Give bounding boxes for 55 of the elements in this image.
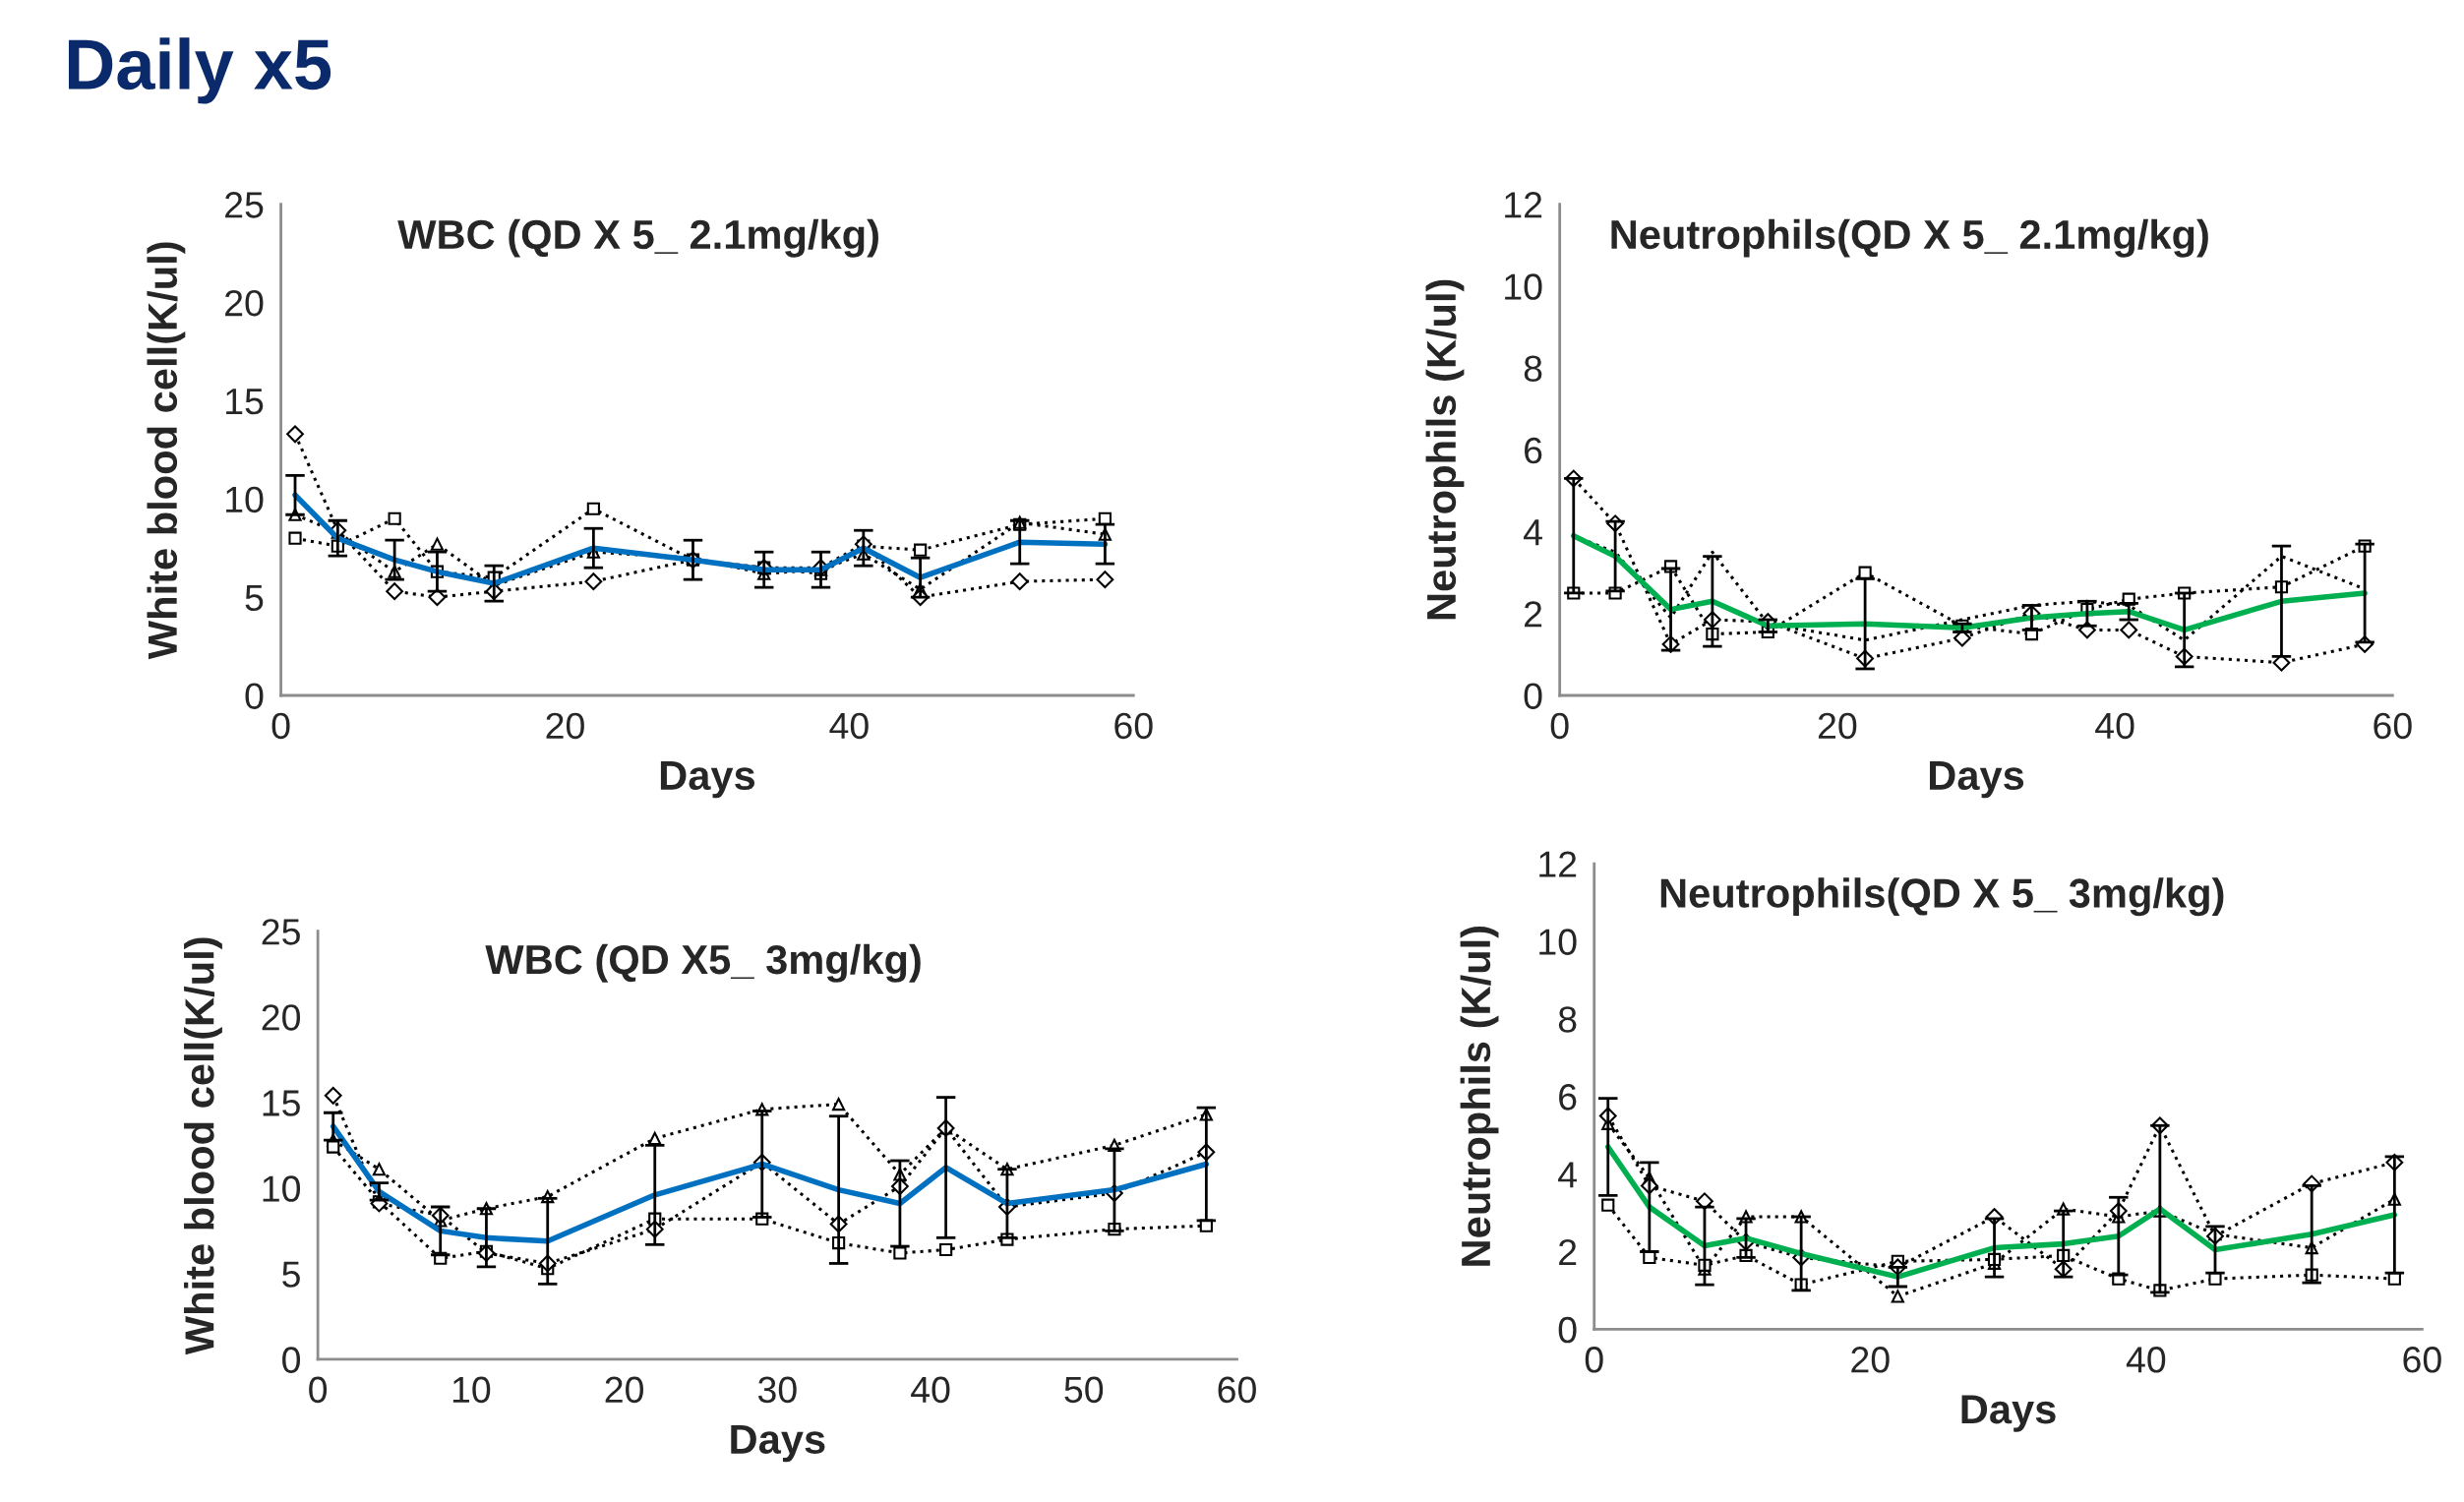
x-tick-label: 60 (1218, 1376, 1256, 1404)
x-tick-label: 20 (546, 712, 584, 740)
y-tick-label: 10 (1539, 929, 1577, 955)
x-tick-label: 10 (452, 1376, 491, 1404)
y-tick-label: 6 (1525, 437, 1542, 464)
x-tick-label: 40 (911, 1376, 950, 1404)
x-tick-label: 50 (1064, 1376, 1104, 1404)
y-tick-label: 10 (263, 1175, 301, 1202)
y-axis-title: White blood cell(K/ul) (147, 242, 186, 660)
chart-title: WBC (QD X5_ 3mg/kg) (485, 943, 921, 983)
y-axis-title: Neutrophils (K/ul) (1425, 279, 1465, 620)
y-tick-label: 20 (225, 289, 264, 317)
text: Daily x5 (68, 37, 331, 104)
y-tick-label: 5 (282, 1261, 300, 1288)
y-tick-label: 10 (1505, 273, 1542, 300)
y-axis-title: Neutrophils (K/ul) (1460, 927, 1499, 1266)
y-tick-label: 25 (225, 192, 264, 218)
x-tick-label: 40 (2095, 712, 2134, 740)
x-tick-label: 60 (1114, 712, 1153, 740)
y-tick-label: 10 (226, 486, 264, 513)
x-tick-label: 60 (2403, 1347, 2441, 1373)
x-axis-title: Days (1961, 1395, 2056, 1432)
x-axis-title: Days (660, 761, 755, 799)
y-tick-label: 0 (245, 683, 264, 709)
x-tick-label: 20 (1818, 712, 1857, 740)
x-tick-label: 40 (829, 712, 869, 740)
y-tick-label: 0 (1524, 683, 1542, 709)
chart-title: Neutrophils(QD X 5_ 3mg/kg) (1660, 877, 2224, 917)
y-tick-label: 8 (1524, 355, 1542, 383)
x-tick-label: 0 (1585, 1347, 1603, 1373)
y-tick-label: 12 (1539, 851, 1577, 877)
y-tick-label: 12 (1505, 192, 1542, 218)
y-axis-title: White blood cell(K/ul) (184, 937, 222, 1355)
y-tick-label: 0 (1558, 1316, 1577, 1344)
x-tick-label: 40 (2126, 1347, 2166, 1373)
x-axis-title: Days (1929, 761, 2024, 799)
y-tick-label: 2 (1559, 1238, 1577, 1266)
y-tick-label: 6 (1559, 1084, 1577, 1111)
chart-title: Neutrophils(QD X 5_ 2.1mg/kg) (1611, 218, 2208, 258)
chart-title: WBC (QD X 5_ 2.1mg/kg) (397, 218, 878, 258)
x-tick-label: 60 (2374, 712, 2412, 740)
y-tick-label: 4 (1524, 519, 1542, 546)
y-tick-label: 4 (1558, 1162, 1577, 1188)
y-tick-label: 20 (262, 1004, 301, 1031)
x-tick-label: 20 (1851, 1347, 1890, 1373)
y-tick-label: 15 (263, 1090, 300, 1116)
x-tick-label: 20 (605, 1376, 643, 1404)
y-tick-label: 15 (226, 389, 264, 415)
y-tick-label: 2 (1525, 601, 1542, 628)
x-tick-label: 30 (757, 1376, 797, 1404)
x-tick-label: 0 (309, 1376, 328, 1404)
y-tick-label: 5 (245, 584, 264, 612)
y-tick-label: 25 (262, 919, 300, 945)
x-axis-title: Days (731, 1424, 825, 1463)
y-tick-label: 8 (1558, 1006, 1577, 1033)
